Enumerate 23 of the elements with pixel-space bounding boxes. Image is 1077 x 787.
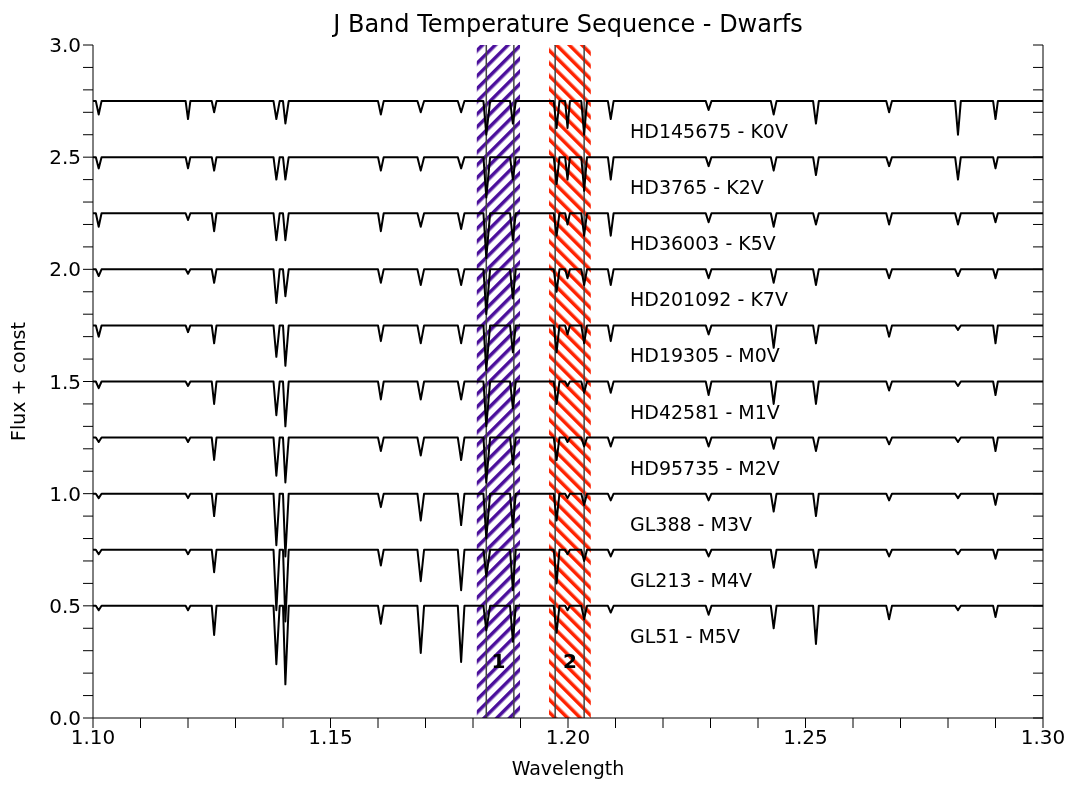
series-label: HD3765 - K2V bbox=[630, 176, 764, 199]
y-tick-label: 3.0 bbox=[49, 33, 81, 58]
x-tick-label: 1.15 bbox=[308, 725, 353, 750]
series-label: HD36003 - K5V bbox=[630, 232, 776, 255]
x-tick-label: 1.25 bbox=[783, 725, 828, 750]
y-tick-label: 2.5 bbox=[49, 145, 81, 170]
y-tick-label: 1.5 bbox=[49, 369, 81, 394]
x-tick-label: 1.30 bbox=[1020, 725, 1066, 750]
series-label: HD201092 - K7V bbox=[630, 288, 788, 311]
series-label: GL213 - M4V bbox=[630, 568, 752, 591]
y-tick-label: 1.0 bbox=[49, 481, 81, 506]
y-tick-label: 0.5 bbox=[49, 593, 81, 618]
series-label: GL51 - M5V bbox=[630, 624, 740, 647]
y-tick-label: 2.0 bbox=[49, 257, 81, 282]
y-axis-title: Flux + const bbox=[6, 322, 29, 441]
series-label: HD145675 - K0V bbox=[630, 120, 788, 143]
x-axis-title: Wavelength bbox=[511, 757, 625, 779]
series-label: HD42581 - M1V bbox=[630, 400, 780, 423]
x-tick-label: 1.20 bbox=[545, 725, 591, 750]
series-label: HD95735 - M2V bbox=[630, 456, 780, 479]
series-label: HD19305 - M0V bbox=[630, 344, 780, 367]
chart-title: J Band Temperature Sequence - Dwarfs bbox=[331, 9, 804, 40]
series-label: GL388 - M3V bbox=[630, 512, 752, 535]
